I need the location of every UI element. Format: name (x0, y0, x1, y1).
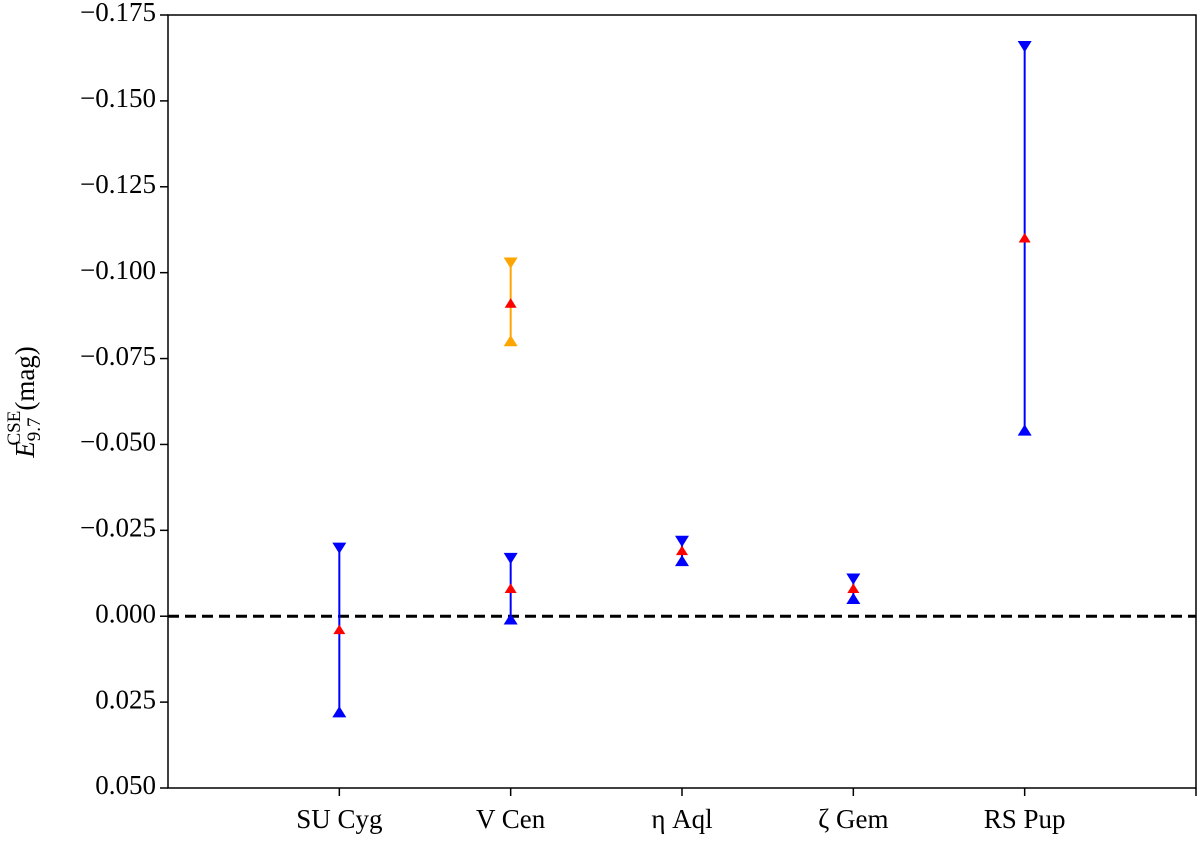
range-min-marker (675, 535, 689, 547)
y-axis-label: E9.7CSE(mag) (4, 346, 45, 459)
y-tick-label: −0.125 (80, 169, 156, 199)
range-min-marker (1017, 41, 1032, 53)
range-max-marker (675, 554, 689, 567)
y-tick-label: −0.175 (80, 0, 156, 27)
range-max-marker (1017, 424, 1032, 436)
value-marker (847, 583, 860, 593)
plot-frame (167, 14, 1197, 789)
x-tick-label: ζ Gem (818, 804, 888, 834)
y-tick-label: −0.025 (80, 513, 156, 543)
x-tick-label: RS Pup (984, 804, 1066, 834)
y-tick-label: −0.150 (80, 83, 156, 113)
value-marker (676, 545, 688, 556)
value-marker (1018, 232, 1031, 243)
range-min-marker (332, 542, 347, 554)
range-min-marker (503, 257, 518, 269)
range-min-marker (503, 552, 518, 565)
y-tick-label: −0.075 (80, 341, 156, 371)
value-marker (504, 298, 517, 308)
x-tick-label: V Cen (476, 804, 546, 834)
y-tick-label: 0.025 (95, 684, 156, 714)
value-marker (333, 624, 346, 635)
y-tick-label: 0.050 (95, 770, 156, 800)
range-max-marker (846, 592, 861, 604)
x-tick-label: η Aql (651, 804, 712, 834)
range-min-marker (846, 573, 861, 585)
x-tick-label: SU Cyg (296, 804, 382, 834)
value-marker (504, 583, 517, 593)
y-tick-label: −0.050 (80, 427, 156, 457)
y-tick-label: 0.000 (95, 598, 156, 628)
y-tick-label: −0.100 (80, 255, 156, 285)
range-max-marker (332, 706, 347, 718)
range-max-marker (503, 613, 518, 625)
range-max-marker (503, 335, 518, 347)
